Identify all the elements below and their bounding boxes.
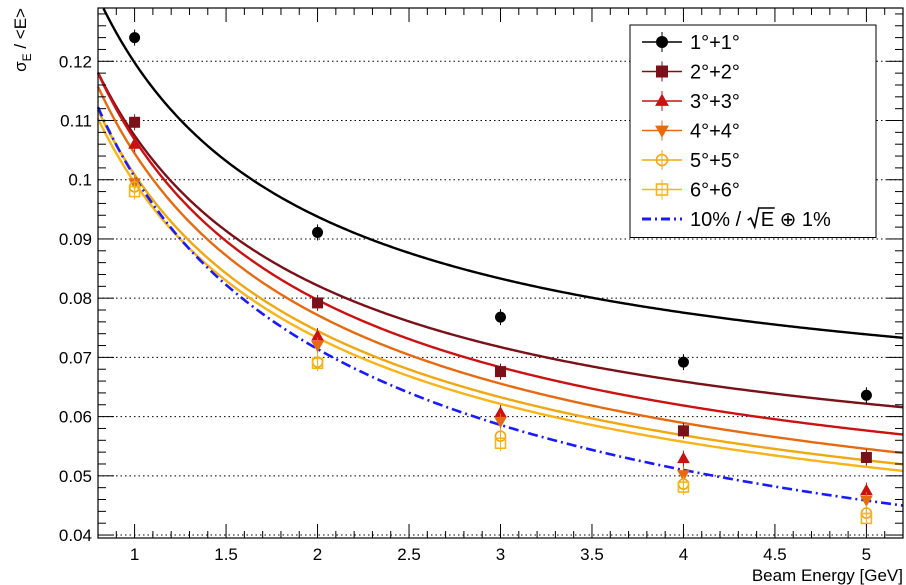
legend-label: 6°+6° <box>690 180 740 202</box>
data-point <box>496 312 506 322</box>
y-axis-title-subscript: E <box>20 53 34 61</box>
y-tick-label: 0.12 <box>59 52 92 71</box>
x-tick-label: 3.5 <box>580 545 604 564</box>
y-tick-label: 0.07 <box>59 348 92 367</box>
y-tick-label: 0.04 <box>59 526 92 545</box>
x-axis-title: Beam Energy [GeV] <box>752 566 903 585</box>
x-tick-label: 3 <box>496 545 505 564</box>
data-point <box>657 66 668 77</box>
legend-label: 5°+5° <box>690 150 740 172</box>
data-point <box>678 453 689 463</box>
legend: 1°+1° 2°+2° 3°+3° 4°+4° 5°+5° 6°+6° 10% / E ⊕ … <box>630 25 876 238</box>
y-axis-title-sigma: σ <box>11 61 30 72</box>
y-tick-label: 0.11 <box>60 112 92 131</box>
x-tick-label: 5 <box>862 545 871 564</box>
data-point <box>657 37 668 48</box>
data-point <box>678 426 688 436</box>
data-point <box>678 357 688 367</box>
x-tick-label: 4 <box>679 545 688 564</box>
legend-label-part: 10% / <box>690 209 747 231</box>
x-tick-label: 1.5 <box>214 545 238 564</box>
legend-label-part: ⊕ 1% <box>774 209 831 231</box>
data-point <box>130 117 140 127</box>
legend-label: 10% / E ⊕ 1% <box>690 209 831 231</box>
y-tick-label: 0.06 <box>59 408 92 427</box>
data-point <box>861 452 871 462</box>
legend-label: 3°+3° <box>690 91 740 113</box>
legend-label: 1°+1° <box>690 32 740 54</box>
y-tick-label: 0.08 <box>59 289 92 308</box>
x-tick-label: 1 <box>130 545 139 564</box>
y-tick-label: 0.1 <box>68 171 92 190</box>
legend-label-part: E <box>761 209 774 231</box>
data-point <box>496 367 506 377</box>
data-point <box>313 298 323 308</box>
data-point <box>313 227 323 237</box>
legend-label: 4°+4° <box>690 121 740 143</box>
x-tick-label: 2.5 <box>397 545 421 564</box>
y-tick-label: 0.05 <box>59 467 92 486</box>
y-tick-label: 0.09 <box>59 230 92 249</box>
y-axis-title-rest: / <E> <box>11 8 30 53</box>
y-axis-title: σE / <E> <box>11 8 34 72</box>
data-point <box>861 390 871 400</box>
legend-label: 2°+2° <box>690 62 740 84</box>
data-point <box>130 33 140 43</box>
x-tick-label: 4.5 <box>763 545 787 564</box>
x-tick-label: 2 <box>313 545 322 564</box>
